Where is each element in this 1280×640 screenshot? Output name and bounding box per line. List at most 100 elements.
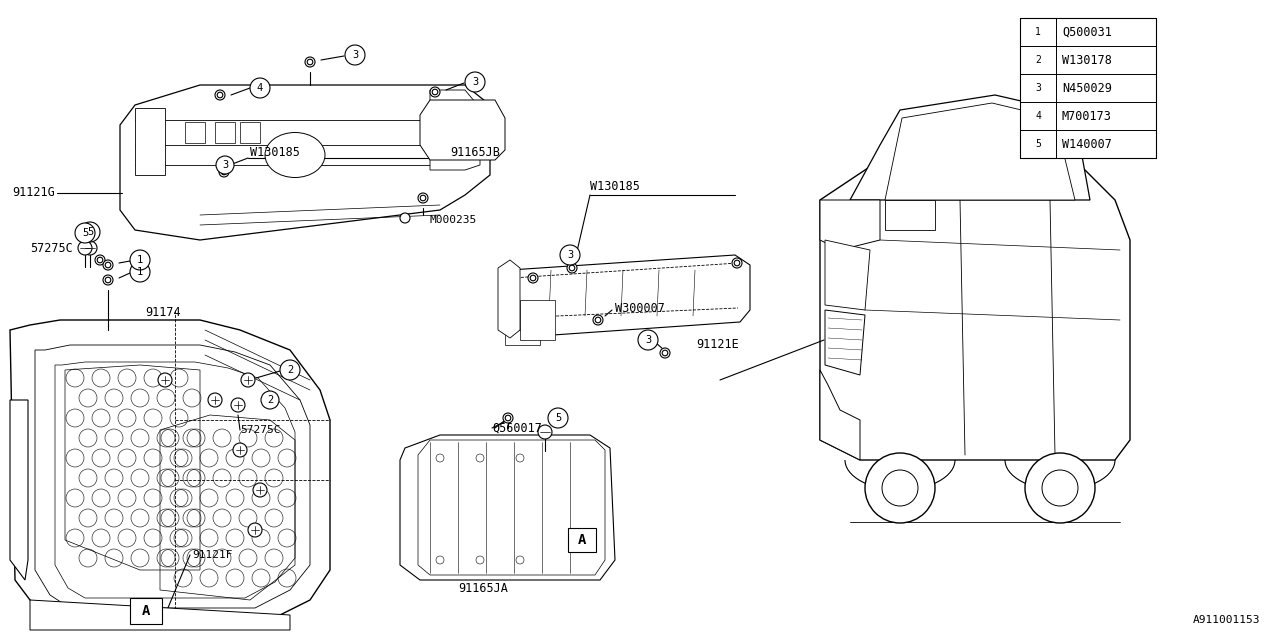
Polygon shape	[134, 108, 165, 175]
Text: 91121F: 91121F	[192, 550, 233, 560]
Polygon shape	[820, 155, 1130, 460]
Text: 57275C: 57275C	[29, 241, 73, 255]
Text: 91121G: 91121G	[13, 186, 55, 200]
Text: 2: 2	[266, 395, 273, 405]
Circle shape	[1028, 106, 1048, 126]
Circle shape	[215, 90, 225, 100]
Text: 2: 2	[287, 365, 293, 375]
Text: M000235: M000235	[430, 215, 477, 225]
Text: 1: 1	[137, 267, 143, 277]
Circle shape	[79, 222, 100, 242]
Circle shape	[503, 413, 513, 423]
Circle shape	[83, 241, 97, 255]
Text: Q500031: Q500031	[1062, 26, 1112, 38]
Polygon shape	[506, 330, 540, 345]
Text: 91165JB: 91165JB	[451, 145, 500, 159]
Text: 91174: 91174	[145, 305, 180, 319]
Text: Q560017: Q560017	[492, 422, 541, 435]
Circle shape	[346, 45, 365, 65]
Polygon shape	[1020, 18, 1156, 158]
Circle shape	[1025, 453, 1094, 523]
Polygon shape	[29, 600, 291, 630]
Circle shape	[76, 223, 95, 243]
Polygon shape	[850, 95, 1091, 200]
Polygon shape	[884, 103, 1075, 200]
Text: 3: 3	[567, 250, 573, 260]
Polygon shape	[241, 122, 260, 143]
Circle shape	[399, 213, 410, 223]
Circle shape	[419, 193, 428, 203]
Polygon shape	[215, 122, 236, 143]
Text: 1: 1	[137, 255, 143, 265]
Circle shape	[567, 263, 577, 273]
Text: 3: 3	[221, 160, 228, 170]
Polygon shape	[826, 240, 870, 310]
Circle shape	[253, 483, 268, 497]
Text: 1: 1	[1036, 27, 1041, 37]
Circle shape	[131, 250, 150, 270]
Circle shape	[637, 330, 658, 350]
Circle shape	[216, 156, 234, 174]
Circle shape	[561, 245, 580, 265]
Text: W140007: W140007	[1062, 138, 1112, 150]
Text: 2: 2	[1036, 55, 1041, 65]
Polygon shape	[186, 122, 205, 143]
Circle shape	[131, 262, 150, 282]
Text: W130185: W130185	[250, 145, 300, 159]
Text: 4: 4	[1036, 111, 1041, 121]
Text: W130185: W130185	[590, 180, 640, 193]
Circle shape	[1028, 22, 1048, 42]
Circle shape	[593, 315, 603, 325]
Circle shape	[95, 255, 105, 265]
Text: 57275C: 57275C	[241, 425, 280, 435]
Text: 5: 5	[87, 227, 93, 237]
Polygon shape	[10, 400, 28, 580]
Circle shape	[1042, 470, 1078, 506]
Text: A: A	[577, 533, 586, 547]
Circle shape	[465, 72, 485, 92]
Circle shape	[548, 408, 568, 428]
Circle shape	[102, 275, 113, 285]
Circle shape	[1028, 50, 1048, 70]
Circle shape	[660, 348, 669, 358]
Circle shape	[865, 453, 934, 523]
Circle shape	[250, 78, 270, 98]
Text: M700173: M700173	[1062, 109, 1112, 122]
Polygon shape	[399, 435, 614, 580]
Circle shape	[538, 425, 552, 439]
Polygon shape	[420, 100, 506, 160]
Circle shape	[207, 393, 221, 407]
Text: W300007: W300007	[614, 301, 664, 314]
Ellipse shape	[265, 132, 325, 177]
Circle shape	[102, 260, 113, 270]
Text: 5: 5	[554, 413, 561, 423]
Circle shape	[430, 87, 440, 97]
Circle shape	[78, 241, 92, 255]
Polygon shape	[820, 200, 881, 250]
Circle shape	[529, 273, 538, 283]
Circle shape	[1028, 134, 1048, 154]
Text: 3: 3	[472, 77, 479, 87]
Polygon shape	[430, 90, 480, 170]
Polygon shape	[120, 85, 490, 240]
Polygon shape	[820, 370, 860, 460]
Circle shape	[230, 398, 244, 412]
Circle shape	[248, 523, 262, 537]
Text: N450029: N450029	[1062, 81, 1112, 95]
Circle shape	[1028, 78, 1048, 98]
Polygon shape	[884, 200, 934, 230]
Polygon shape	[500, 255, 750, 338]
Circle shape	[157, 373, 172, 387]
Polygon shape	[131, 598, 163, 624]
Polygon shape	[498, 260, 520, 338]
Text: 91165JA: 91165JA	[458, 582, 508, 595]
Circle shape	[233, 443, 247, 457]
Text: 3: 3	[352, 50, 358, 60]
Polygon shape	[10, 320, 330, 620]
Circle shape	[280, 360, 300, 380]
Circle shape	[241, 373, 255, 387]
Polygon shape	[520, 300, 556, 340]
Text: 91121E: 91121E	[696, 339, 739, 351]
Text: 3: 3	[645, 335, 652, 345]
Text: W130178: W130178	[1062, 54, 1112, 67]
